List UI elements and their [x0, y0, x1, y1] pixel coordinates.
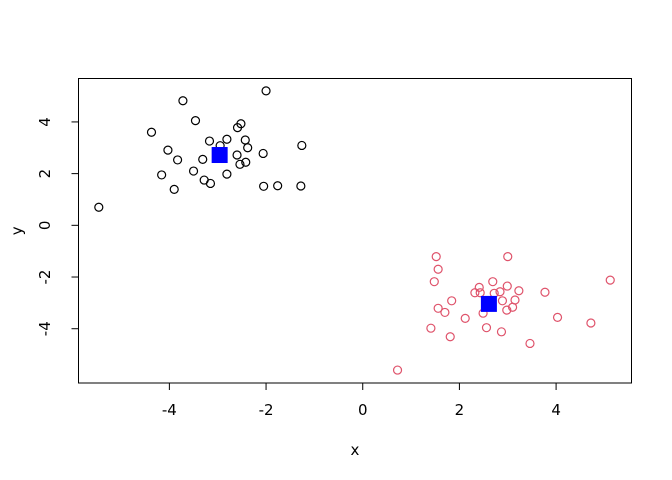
data-point-cluster-2-red — [426, 323, 436, 333]
data-point-cluster-1-black — [261, 86, 271, 96]
y-tick-label: -2 — [36, 270, 54, 285]
data-point-cluster-2-red — [502, 305, 512, 315]
y-tick-label: 0 — [36, 221, 54, 231]
data-point-cluster-2-red — [440, 307, 450, 318]
data-point-cluster-2-red — [552, 312, 563, 322]
data-point-cluster-1-black — [188, 166, 199, 176]
data-point-cluster-1-black — [222, 169, 232, 179]
data-point-cluster-2-red — [431, 251, 441, 262]
cluster-center-marker — [480, 295, 497, 312]
data-point-cluster-1-black — [178, 96, 188, 106]
data-point-cluster-1-black — [240, 135, 250, 145]
cluster-center-marker — [211, 147, 228, 164]
data-point-cluster-1-black — [190, 116, 201, 126]
data-point-cluster-2-red — [540, 287, 550, 297]
data-point-cluster-2-red — [392, 365, 403, 375]
data-point-cluster-1-black — [241, 157, 251, 167]
data-point-cluster-2-red — [586, 318, 596, 328]
data-point-cluster-2-red — [497, 296, 508, 306]
data-point-cluster-1-black — [296, 181, 306, 191]
x-tick-label: 2 — [455, 401, 465, 419]
data-point-cluster-2-red — [503, 251, 513, 262]
data-point-cluster-1-black — [163, 145, 173, 155]
data-point-cluster-2-red — [488, 277, 498, 287]
data-point-cluster-2-red — [481, 323, 492, 333]
x-axis-title: x — [351, 441, 360, 459]
data-point-cluster-2-red — [433, 303, 443, 313]
data-point-cluster-1-black — [297, 140, 307, 151]
y-tick-label: -4 — [36, 321, 54, 336]
data-point-cluster-2-red — [445, 332, 455, 342]
x-tick-label: -2 — [259, 401, 274, 419]
data-point-cluster-1-black — [169, 184, 179, 194]
y-tick-label: 4 — [36, 117, 54, 127]
data-point-cluster-2-red — [447, 296, 457, 306]
data-point-cluster-1-black — [259, 181, 269, 191]
data-point-cluster-1-black — [273, 181, 283, 191]
data-point-cluster-2-red — [502, 281, 512, 291]
data-point-cluster-1-black — [146, 127, 157, 137]
data-point-cluster-1-black — [198, 154, 208, 165]
data-point-cluster-2-red — [605, 275, 615, 285]
data-point-cluster-1-black — [157, 170, 167, 180]
data-point-cluster-2-red — [525, 338, 535, 349]
data-point-cluster-1-black — [94, 202, 104, 212]
data-point-cluster-1-black — [232, 123, 243, 133]
data-point-cluster-2-red — [460, 313, 470, 323]
plot-box — [78, 78, 632, 384]
data-point-cluster-1-black — [235, 159, 245, 169]
data-point-cluster-2-red — [496, 327, 507, 337]
x-tick-label: 0 — [358, 401, 368, 419]
data-point-cluster-2-red — [429, 277, 439, 287]
y-axis-title: y — [8, 226, 26, 235]
data-point-cluster-2-red — [475, 288, 485, 298]
x-tick-label: -4 — [162, 401, 177, 419]
data-point-cluster-1-black — [258, 148, 268, 159]
data-point-cluster-2-red — [433, 264, 443, 274]
data-point-cluster-1-black — [172, 155, 183, 165]
x-tick-label: 4 — [551, 401, 561, 419]
data-point-cluster-1-black — [204, 136, 215, 146]
y-tick-label: 2 — [36, 169, 54, 179]
data-point-cluster-1-black — [232, 150, 242, 160]
data-point-cluster-2-red — [507, 302, 518, 312]
data-point-cluster-1-black — [205, 178, 216, 189]
data-point-cluster-1-black — [222, 134, 232, 144]
data-point-cluster-1-black — [243, 143, 253, 153]
data-point-cluster-2-red — [514, 286, 524, 296]
data-point-cluster-2-red — [495, 287, 505, 297]
data-point-cluster-2-red — [470, 288, 480, 298]
